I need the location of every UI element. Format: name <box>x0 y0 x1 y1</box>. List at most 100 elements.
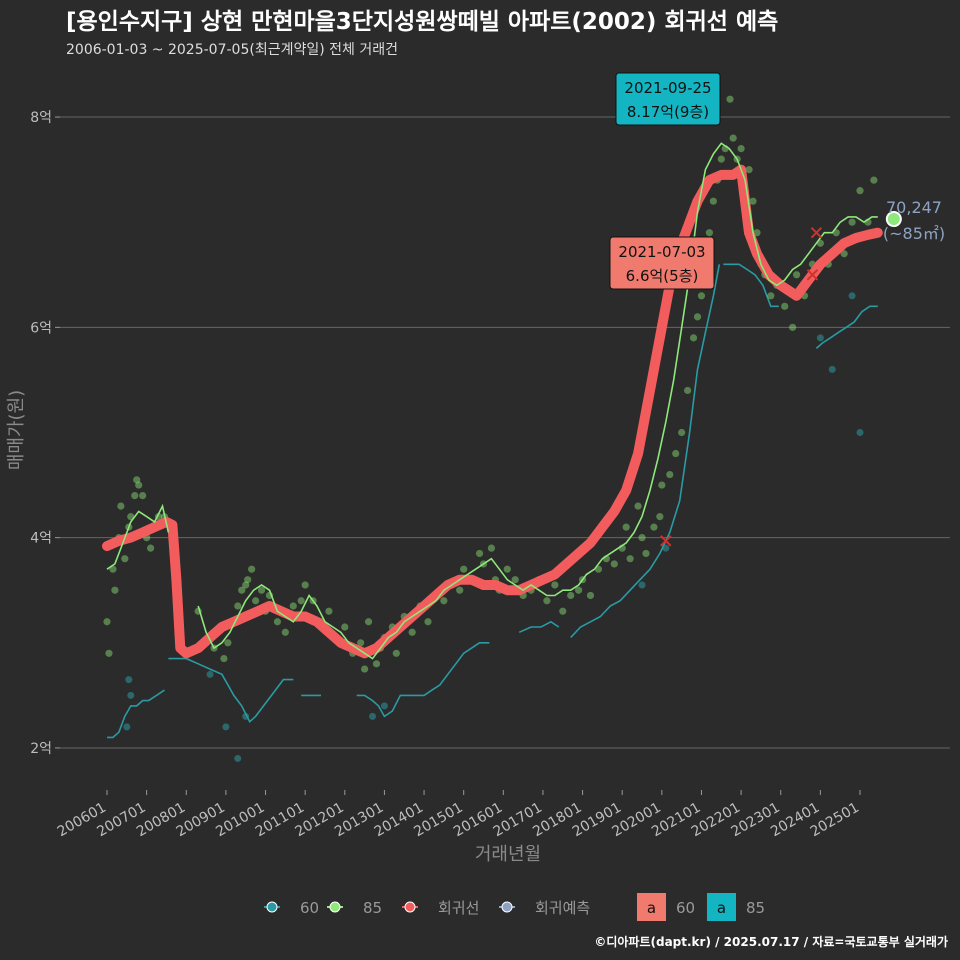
series-85-point <box>693 313 702 321</box>
series-85-point <box>131 491 139 500</box>
x-axis: 2006012007012008012009012010012011012012… <box>55 790 862 840</box>
series-85-point <box>705 229 714 237</box>
series-85-point <box>870 176 878 184</box>
series-60-line <box>356 642 490 718</box>
series-85-point <box>634 502 642 510</box>
legend-label-60: 60 <box>300 899 319 917</box>
series-60-line <box>570 264 721 639</box>
regression-path <box>102 164 883 659</box>
end-label: 70,247 (~85㎡) <box>883 198 945 243</box>
cancelled-mark <box>660 535 672 547</box>
series-60-point <box>828 365 836 373</box>
series-85-point <box>325 607 333 615</box>
cancelled-marks <box>660 227 823 547</box>
series-85-point <box>224 639 232 647</box>
series-85-point <box>103 618 111 626</box>
series-60-points <box>123 292 864 762</box>
series-85-point <box>234 602 242 610</box>
series-60-point <box>369 712 377 720</box>
series-85-point <box>139 491 147 500</box>
annotation-value: 6.6억(5층) <box>626 267 699 285</box>
series-85-point <box>242 581 250 589</box>
chart-subtitle: 2006-01-03 ~ 2025-07-05(최근계약일) 전체 거래건 <box>66 42 398 58</box>
series-85-point <box>133 476 141 484</box>
series-85-point <box>697 292 706 300</box>
series-85-point <box>297 597 305 605</box>
y-tick-label: 2억 <box>30 741 52 757</box>
annotation-box <box>609 236 715 290</box>
series-85-point <box>726 95 734 103</box>
series-60-point <box>638 581 646 589</box>
series-85-point <box>737 145 745 153</box>
series-85-point <box>622 523 630 531</box>
series-85-point <box>610 560 618 568</box>
series-85-point <box>749 197 757 205</box>
annotation-date: 2021-09-25 <box>624 79 711 97</box>
series-85-point <box>642 549 650 558</box>
series-60-point <box>380 702 388 710</box>
series-85-point <box>575 586 583 594</box>
x-axis-title: 거래년월 <box>475 844 541 865</box>
annotation-box <box>615 72 721 126</box>
legend-box-letter: a <box>647 899 656 917</box>
series-85-point <box>357 639 365 647</box>
series-85-point <box>586 591 595 600</box>
series-85-point <box>709 197 717 205</box>
annotation-value: 8.17억(9층) <box>627 103 709 121</box>
series-85-point <box>848 218 856 226</box>
series-60-lines <box>107 263 878 739</box>
series-85-point <box>475 549 484 558</box>
series-85-point <box>487 544 496 552</box>
series-85-point <box>678 428 686 437</box>
series-60-line <box>815 305 878 349</box>
legend-dot-reg <box>404 901 416 913</box>
y-tick-label: 4억 <box>30 531 52 547</box>
series-85-point <box>440 597 448 605</box>
series-85-point <box>559 607 567 615</box>
series-85-point <box>656 513 664 521</box>
y-axis: 2억 4억 6억 8억 <box>30 110 60 757</box>
series-60-point <box>127 691 135 699</box>
series-60-point <box>856 429 864 436</box>
series-85-point <box>543 597 551 605</box>
series-85-point <box>257 586 266 594</box>
legend-box-a60 <box>637 893 666 921</box>
legend-box-a85 <box>707 893 736 921</box>
legend: 60 85 회귀선 회귀예측 a 60 a 85 <box>264 893 765 921</box>
series-85-point <box>273 618 282 626</box>
series-60-line <box>518 620 560 634</box>
series-85-point <box>105 649 113 657</box>
series-60-point <box>242 712 250 720</box>
series-85-point <box>361 665 369 673</box>
series-85-point <box>672 449 680 458</box>
series-60-point <box>662 544 670 552</box>
series-85-point <box>301 581 309 589</box>
series-60-line <box>107 689 165 739</box>
annotations: 2021-09-25 8.17억(9층) 2021-07-03 6.6억(5층) <box>609 72 721 290</box>
series-85-point <box>281 628 289 636</box>
series-85-point <box>456 586 464 594</box>
series-85-point <box>392 649 400 657</box>
series-85-point <box>503 565 511 573</box>
series-85-point <box>121 555 129 563</box>
series-85-point <box>364 618 373 626</box>
series-60-point <box>848 292 856 300</box>
series-85-point <box>248 565 256 573</box>
legend-box-letter: a <box>717 899 726 917</box>
series-60-point <box>123 723 131 731</box>
series-85-point <box>117 502 125 510</box>
series-85-point <box>244 576 252 584</box>
series-85-point <box>252 597 260 605</box>
series-85-lines <box>106 142 878 660</box>
series-85-point <box>289 602 297 610</box>
series-85-point <box>767 292 775 300</box>
series-85-line <box>197 142 878 660</box>
series-85-point <box>626 555 634 563</box>
series-85-point <box>658 481 666 489</box>
series-60-point <box>222 723 230 731</box>
series-85-point <box>753 229 761 237</box>
series-85-point <box>372 660 381 668</box>
legend-label-reg: 회귀선 <box>438 899 479 917</box>
series-60-point <box>125 676 133 684</box>
